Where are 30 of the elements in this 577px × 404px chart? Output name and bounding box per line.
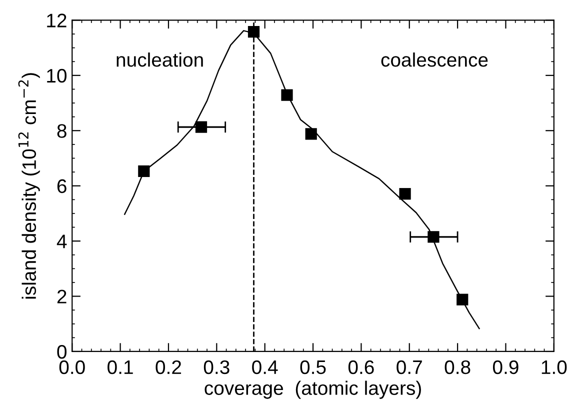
y-tick-label: 12 bbox=[47, 14, 66, 28]
annotation: nucleation bbox=[116, 52, 203, 67]
x-tick-label: 0.5 bbox=[300, 360, 326, 374]
x-tick-label: 0.6 bbox=[348, 360, 374, 374]
y-tick-label: 2 bbox=[57, 290, 66, 304]
point bbox=[248, 26, 260, 38]
y-tick-label: 4 bbox=[56, 234, 67, 248]
y-tick-label: 10 bbox=[47, 68, 67, 83]
y-axis-title: island density (10$^{12}$ cm$^{−2}$) bbox=[18, 73, 40, 299]
x-tick-label: 0.8 bbox=[444, 360, 470, 374]
annotation: coalescence bbox=[381, 52, 488, 67]
x-tick-label: 0.4 bbox=[252, 360, 278, 374]
point bbox=[456, 294, 468, 306]
x-axis-title: coverage (atomic layers) bbox=[204, 380, 421, 399]
x-tick-label: 0.3 bbox=[204, 360, 230, 374]
point bbox=[138, 165, 150, 178]
y-tick-label: 0 bbox=[57, 344, 67, 359]
point bbox=[195, 121, 208, 133]
x-tick-label: 0.0 bbox=[59, 360, 85, 374]
y-tick-label: 6 bbox=[57, 179, 66, 194]
point bbox=[281, 89, 293, 101]
x-tick-label: 1.0 bbox=[542, 360, 567, 374]
x-tick-label: 0.1 bbox=[108, 360, 133, 374]
point bbox=[428, 231, 440, 243]
point bbox=[305, 128, 317, 140]
x-tick-label: 0.2 bbox=[156, 360, 182, 374]
x-tick-label: 0.9 bbox=[492, 360, 518, 374]
point bbox=[399, 188, 411, 200]
y-tick-label: 8 bbox=[57, 124, 66, 138]
x-tick-label: 0.7 bbox=[396, 360, 422, 374]
